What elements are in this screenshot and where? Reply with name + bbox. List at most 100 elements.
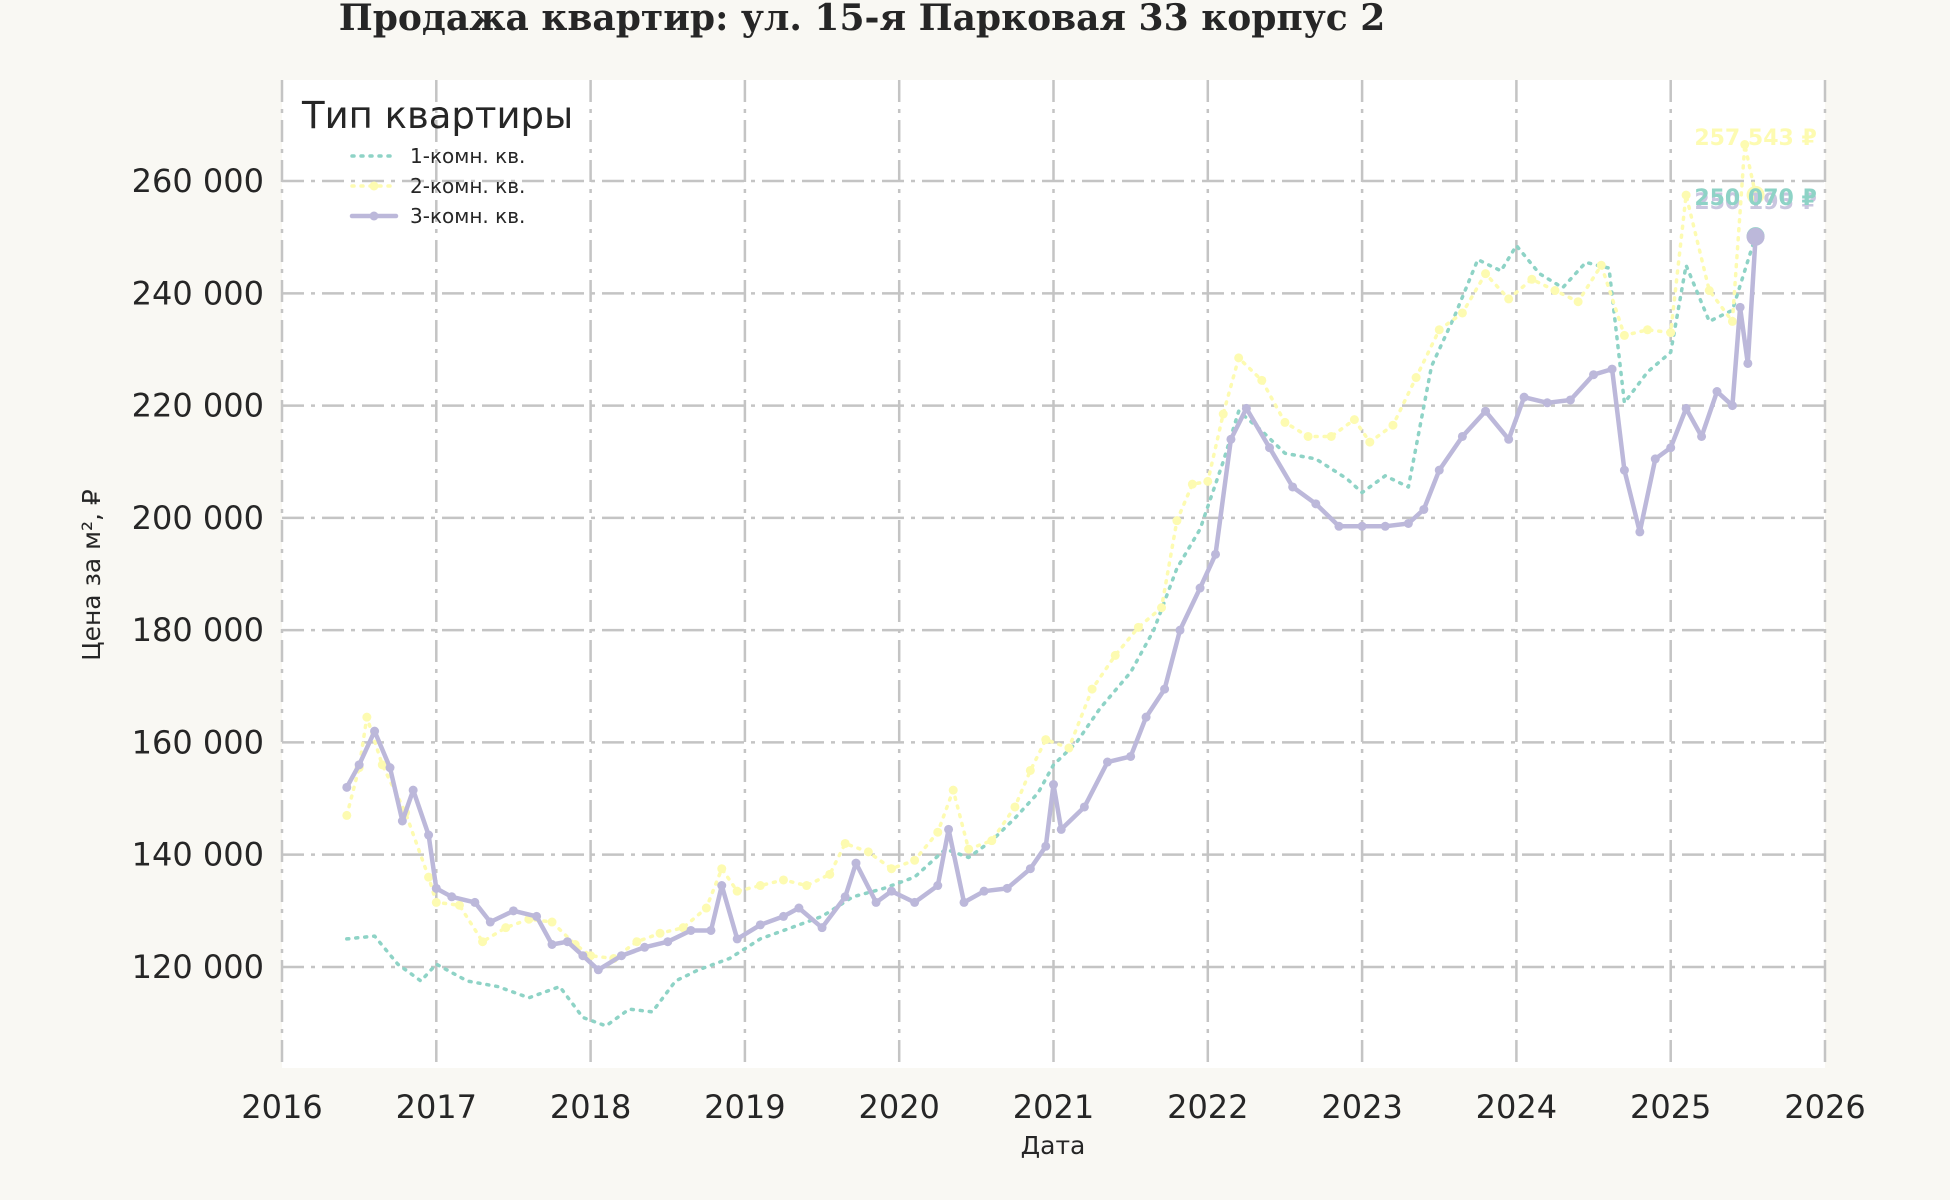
data-point — [1280, 417, 1290, 427]
data-point — [370, 726, 380, 736]
data-point — [342, 782, 352, 792]
data-point — [1527, 274, 1537, 284]
data-point — [1434, 325, 1444, 335]
data-point — [1041, 841, 1051, 851]
data-point — [755, 881, 765, 891]
data-point — [825, 869, 835, 879]
data-point — [1211, 549, 1221, 559]
legend-label: 3-комн. кв. — [410, 204, 525, 228]
legend-title: Тип квартиры — [301, 94, 573, 137]
data-point — [454, 900, 464, 910]
x-tick-label: 2020 — [858, 1088, 939, 1126]
x-tick-label: 2025 — [1630, 1088, 1711, 1126]
data-point — [1504, 294, 1514, 304]
data-point — [979, 886, 989, 896]
series-layer — [342, 140, 1765, 1028]
data-point — [1349, 415, 1359, 425]
data-point — [485, 917, 495, 927]
data-point — [1326, 431, 1336, 441]
end-value-label: 257 543 ₽ — [1694, 126, 1816, 151]
data-point — [706, 925, 716, 935]
x-tick-label: 2023 — [1321, 1088, 1402, 1126]
data-point — [547, 940, 557, 949]
data-point — [1388, 420, 1398, 430]
data-point — [1365, 437, 1375, 447]
data-point — [1740, 140, 1750, 150]
x-tick-label: 2022 — [1167, 1088, 1248, 1126]
data-point — [1565, 395, 1575, 405]
y-tick-label: 200 000 — [132, 499, 264, 537]
data-point — [593, 965, 603, 975]
data-point — [663, 937, 673, 947]
data-point — [1619, 465, 1629, 475]
x-axis-label: Дата — [1021, 1131, 1086, 1160]
data-point — [840, 892, 850, 902]
data-point — [840, 838, 850, 848]
data-point — [632, 937, 642, 947]
data-point — [1025, 864, 1035, 874]
x-tick-label: 2026 — [1784, 1088, 1865, 1126]
end-marker — [1746, 227, 1765, 246]
end-labels: 250 195 ₽ 257 543 ₽ 250 070 ₽ — [1694, 126, 1816, 215]
data-point — [1126, 751, 1136, 761]
data-point — [1607, 364, 1617, 374]
legend-label: 2-комн. кв. — [410, 174, 525, 198]
end-marker — [1746, 185, 1765, 204]
legend-label: 1-комн. кв. — [410, 144, 525, 168]
data-point — [948, 785, 958, 795]
x-tick-label: 2016 — [241, 1088, 322, 1126]
data-point — [408, 785, 418, 795]
y-tick-label: 240 000 — [132, 274, 264, 312]
data-point — [1087, 684, 1097, 694]
data-point — [342, 810, 352, 820]
data-point — [1187, 479, 1197, 489]
data-point — [578, 951, 588, 961]
data-point — [470, 897, 480, 907]
data-point — [1735, 302, 1745, 312]
data-point — [616, 951, 626, 961]
data-point — [1589, 370, 1599, 380]
y-tick-label: 220 000 — [132, 387, 264, 425]
data-point — [1727, 401, 1737, 411]
data-point — [354, 760, 364, 770]
data-point — [1064, 743, 1074, 753]
data-point — [1265, 443, 1275, 453]
data-point — [377, 760, 387, 770]
y-axis-ticks: 120 000 140 000 160 000 180 000 200 000 220 0… — [132, 162, 264, 986]
data-point — [863, 847, 873, 857]
data-point — [886, 864, 896, 874]
data-point — [1241, 403, 1251, 413]
data-point — [1727, 316, 1737, 326]
data-point — [778, 875, 788, 885]
data-point — [397, 816, 407, 826]
data-point — [447, 892, 457, 902]
legend-marker — [369, 181, 379, 191]
data-point — [655, 928, 665, 938]
data-point — [1380, 521, 1390, 531]
data-point — [686, 925, 696, 935]
data-point — [886, 886, 896, 896]
data-point — [910, 897, 920, 907]
data-point — [1619, 330, 1629, 340]
data-point — [987, 836, 997, 846]
data-point — [755, 920, 765, 930]
legend: Тип квартиры 1-комн. кв. 2-комн. кв. 3-ком… — [301, 94, 573, 228]
data-point — [678, 923, 688, 933]
data-point — [1457, 308, 1467, 318]
data-point — [794, 903, 804, 913]
data-point — [1056, 824, 1066, 834]
data-point — [431, 897, 441, 907]
x-tick-label: 2019 — [704, 1088, 785, 1126]
data-point — [362, 712, 372, 722]
data-point — [1226, 434, 1236, 444]
x-tick-label: 2017 — [396, 1088, 477, 1126]
data-point — [959, 897, 969, 907]
data-point — [802, 881, 812, 891]
data-point — [547, 917, 557, 927]
data-point — [1303, 431, 1313, 441]
data-point — [431, 883, 441, 893]
data-point — [1643, 325, 1653, 335]
data-point — [1195, 583, 1205, 593]
